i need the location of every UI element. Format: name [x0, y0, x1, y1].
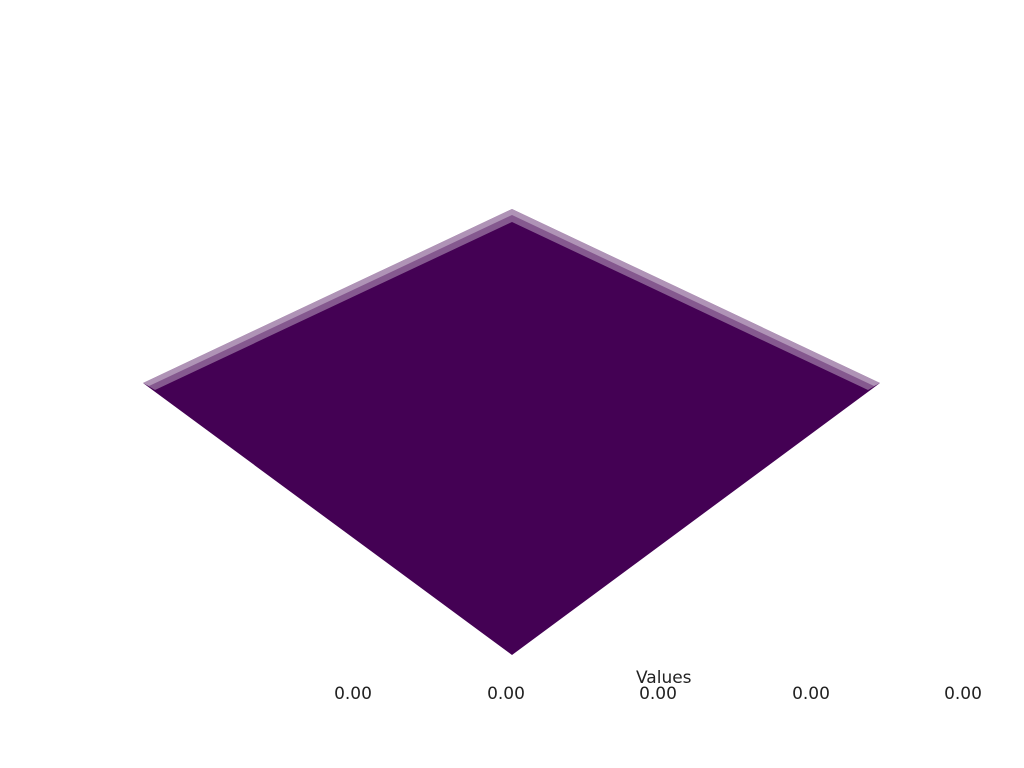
top-left-edge-fade-inner: [143, 209, 512, 386]
scalar-bar-tick-label: 0.00: [334, 684, 372, 704]
top-left-edge-fade: [143, 209, 512, 390]
scalar-bar-tick-label: 0.00: [487, 684, 525, 704]
scalar-bar-tick-label: 0.00: [944, 684, 982, 704]
top-right-edge-fade: [512, 209, 880, 390]
scalar-bar-title: Values: [636, 668, 692, 688]
scalar-bar-tick-label: 0.00: [792, 684, 830, 704]
top-right-edge-fade-inner: [512, 209, 880, 386]
scalar-bar-tick-label: 0.00: [639, 684, 677, 704]
plane-surface: [143, 209, 880, 655]
